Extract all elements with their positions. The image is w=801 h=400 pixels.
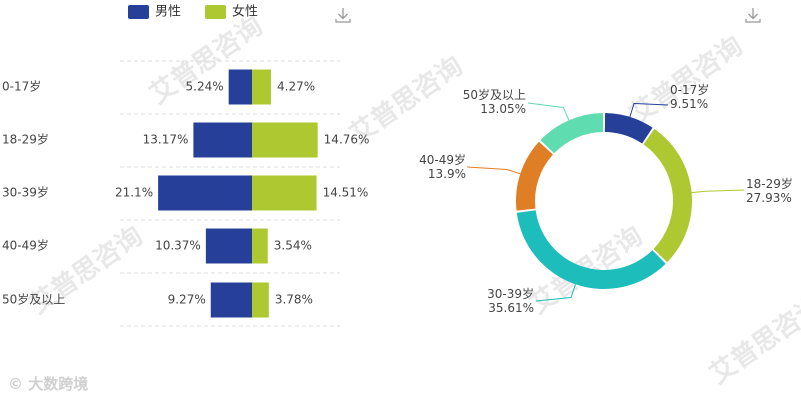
donut-chart: 0-17岁 9.51% 18-29岁 27.93% 30-39岁 35.61% 40-49岁… [419, 82, 793, 315]
slice-value: 13.05% [480, 102, 526, 116]
bar-female[interactable] [252, 122, 318, 158]
slice-category: 40-49岁 [419, 152, 466, 167]
slice-category: 18-29岁 [746, 176, 793, 191]
bar-male-label: 13.17% [143, 133, 189, 147]
slice-label: 30-39岁 35.61% [487, 286, 534, 315]
category-label: 30-39岁 [2, 185, 49, 200]
legend-swatch-female[interactable] [205, 5, 226, 19]
diverging-bar-chart: 男性 女性 0-17岁 5.24% 4.27% 18-29岁 13.17% 14.76% 30-… [2, 4, 369, 327]
leader-line [527, 102, 570, 121]
donut-slice[interactable] [604, 113, 653, 144]
bar-female-label: 14.51% [323, 186, 369, 200]
bar-male[interactable] [228, 69, 252, 105]
bar-female[interactable] [252, 282, 269, 318]
donut-slice[interactable] [516, 210, 666, 290]
leader-line [629, 103, 669, 118]
donut-slice[interactable] [643, 128, 693, 263]
slice-value: 13.9% [428, 167, 466, 181]
bar-male[interactable] [210, 282, 252, 318]
bar-female-label: 3.54% [274, 239, 312, 253]
leader-line [466, 166, 521, 175]
slice-label: 0-17岁 9.51% [670, 82, 709, 111]
legend: 男性 女性 [128, 4, 258, 20]
bar-female[interactable] [252, 228, 268, 264]
slice-value: 35.61% [488, 301, 534, 315]
download-icon[interactable] [333, 5, 353, 25]
slice-value: 9.51% [670, 97, 708, 111]
footer-logo-text: 大数跨境 [28, 375, 89, 393]
leader-line [691, 189, 745, 194]
donut-slice[interactable] [540, 113, 604, 154]
bar-male-label: 21.1% [115, 186, 153, 200]
bar-female-label: 3.78% [275, 293, 313, 307]
slice-category: 0-17岁 [670, 82, 709, 97]
slice-category: 50岁及以上 [463, 87, 526, 102]
bar-female-label: 4.27% [277, 80, 315, 94]
bar-male-label: 10.37% [155, 239, 201, 253]
category-label: 0-17岁 [2, 79, 41, 94]
legend-label-male: 男性 [155, 5, 181, 20]
category-label: 50岁及以上 [2, 292, 65, 307]
bar-male-label: 9.27% [168, 293, 206, 307]
donut-slice[interactable] [515, 141, 553, 211]
slice-category: 30-39岁 [487, 286, 534, 301]
bar-female[interactable] [252, 69, 272, 105]
bar-male[interactable] [193, 122, 252, 158]
bar-male[interactable] [158, 175, 252, 211]
legend-swatch-male[interactable] [128, 5, 149, 19]
bar-male-label: 5.24% [186, 80, 224, 94]
legend-label-female: 女性 [232, 4, 258, 20]
category-label: 18-29岁 [2, 132, 49, 147]
category-label: 40-49岁 [2, 238, 49, 253]
bar-male[interactable] [205, 228, 252, 264]
slice-label: 50岁及以上 13.05% [463, 87, 526, 116]
bar-female[interactable] [252, 175, 317, 211]
footer-logo: © 大数跨境 [8, 375, 89, 393]
slice-label: 40-49岁 13.9% [419, 152, 466, 181]
bar-female-label: 14.76% [324, 133, 370, 147]
leader-line [535, 284, 576, 302]
download-icon[interactable] [743, 5, 763, 25]
slice-label: 18-29岁 27.93% [746, 176, 793, 205]
slice-value: 27.93% [746, 191, 792, 205]
